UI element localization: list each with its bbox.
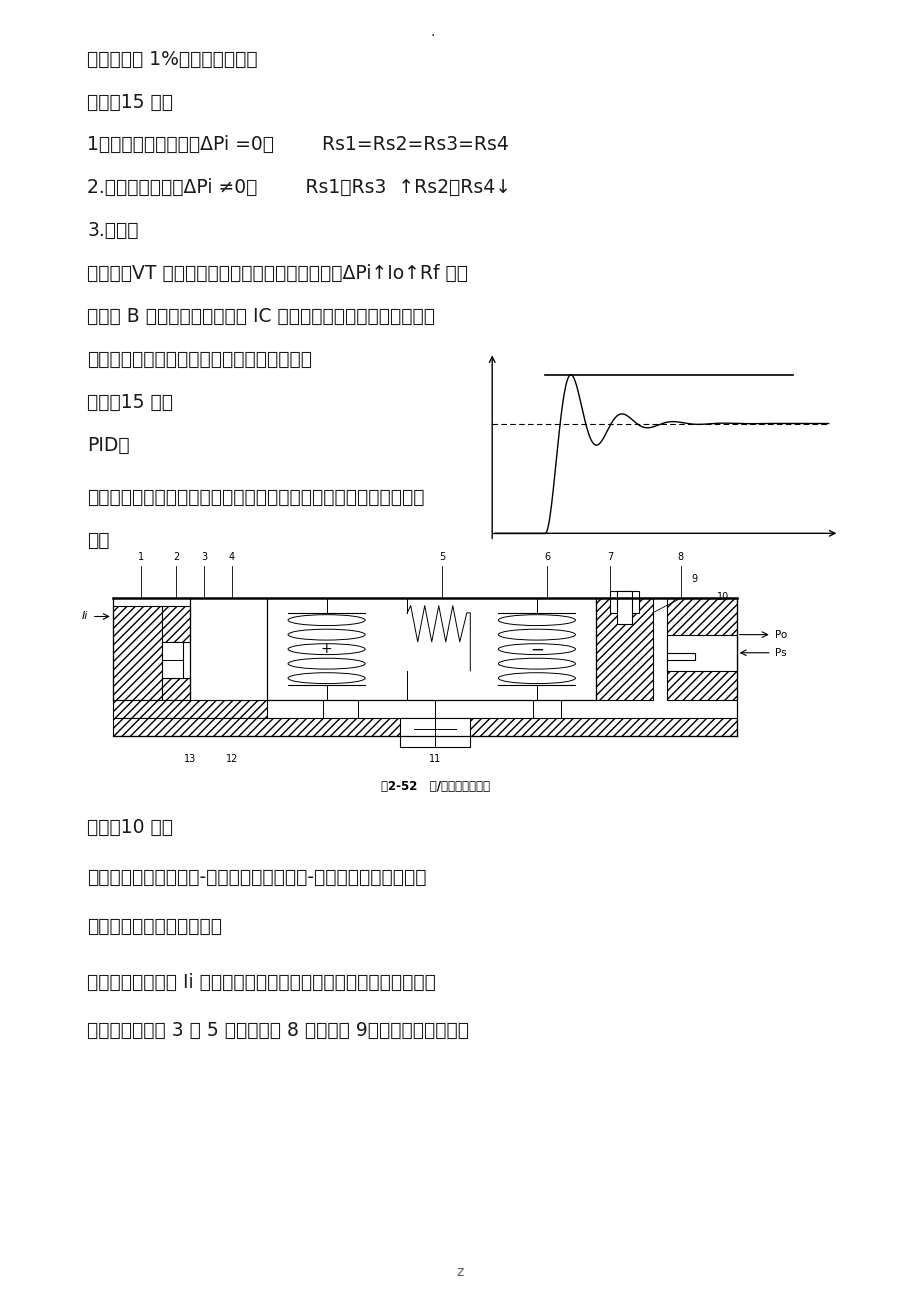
Text: 切除，大于 1%时使输出正常。: 切除，大于 1%时使输出正常。 <box>87 49 257 69</box>
Text: 13: 13 <box>184 754 196 764</box>
Text: 压降使 B 点电位降低，所以对 IC 的输入端而言，是负反应作用。: 压降使 B 点电位降低，所以对 IC 的输入端而言，是负反应作用。 <box>87 307 435 327</box>
Text: Ii: Ii <box>82 612 88 621</box>
Bar <box>113 719 736 736</box>
Text: 9: 9 <box>691 574 697 583</box>
Text: Po: Po <box>775 630 787 639</box>
Text: 12: 12 <box>225 754 238 764</box>
Text: ·: · <box>430 29 434 43</box>
Text: 产生的磁力带动 3 饶 5 转动，挡板 8 靠近喷嘴 9，使其背压升高，功: 产生的磁力带动 3 饶 5 转动，挡板 8 靠近喷嘴 9，使其背压升高，功 <box>87 1021 469 1040</box>
Bar <box>162 605 189 642</box>
Text: 图2-52   电/气转换器结构图: 图2-52 电/气转换器结构图 <box>380 780 489 793</box>
Text: 8: 8 <box>676 552 683 562</box>
Text: 7: 7 <box>607 552 613 562</box>
Text: 3.负反应: 3.负反应 <box>87 221 139 241</box>
Text: z: z <box>456 1264 463 1279</box>
Text: 1: 1 <box>138 552 143 562</box>
Text: 组成：转换器是由电流-位移转换局部，位移-气压转换局部、气动功: 组成：转换器是由电流-位移转换局部，位移-气压转换局部、气动功 <box>87 868 426 888</box>
Text: 5: 5 <box>438 552 445 562</box>
Bar <box>113 605 162 700</box>
Text: PID：: PID： <box>87 436 130 456</box>
Text: 3: 3 <box>200 552 207 562</box>
Text: 2: 2 <box>173 552 179 562</box>
Bar <box>113 700 267 719</box>
Text: 率放大局部和反应局部组成: 率放大局部和反应局部组成 <box>87 917 222 936</box>
Text: 4: 4 <box>229 552 234 562</box>
Bar <box>666 634 736 671</box>
Text: 五．（10 分）: 五．（10 分） <box>87 818 173 837</box>
Bar <box>162 642 183 678</box>
Text: 11: 11 <box>428 754 441 764</box>
Bar <box>617 591 630 624</box>
Text: 1、硅杯不受压时，（ΔPi =0）        Rs1=Rs2=Rs3=Rs4: 1、硅杯不受压时，（ΔPi =0） Rs1=Rs2=Rs3=Rs4 <box>87 135 509 155</box>
Text: 6: 6 <box>544 552 550 562</box>
Bar <box>666 599 736 700</box>
Text: −: − <box>529 641 543 658</box>
Text: 由图知：VT 的发射极电流来自电桥的一个臂，当ΔPi↑Io↑Rf 上的: 由图知：VT 的发射极电流来自电桥的一个臂，当ΔPi↑Io↑Rf 上的 <box>87 264 468 284</box>
Text: 合。: 合。 <box>87 531 109 551</box>
Bar <box>162 678 189 700</box>
Bar <box>610 591 638 613</box>
Text: +: + <box>321 642 332 656</box>
Text: 10: 10 <box>716 592 728 602</box>
Text: 三．（15 分）: 三．（15 分） <box>87 92 173 112</box>
Text: 2.硅杯受压时，（ΔPi ≠0）        Rs1、Rs3  ↑Rs2、Rs4↓: 2.硅杯受压时，（ΔPi ≠0） Rs1、Rs3 ↑Rs2、Rs4↓ <box>87 178 511 198</box>
Bar <box>596 599 652 700</box>
Text: 特点及适用场合：调节及时、无余差、适用于一些控制精度较高的场: 特点及适用场合：调节及时、无余差、适用于一些控制精度较高的场 <box>87 488 425 508</box>
Text: 工作原理：当电流 Ii 进入动圈后，产生的磁通与永久磁钢相互作用，: 工作原理：当电流 Ii 进入动圈后，产生的磁通与永久磁钢相互作用， <box>87 973 436 992</box>
Text: 四、（15 分）: 四、（15 分） <box>87 393 173 413</box>
Text: 这样就保证了变送器电路具有比例变换关系。: 这样就保证了变送器电路具有比例变换关系。 <box>87 350 312 370</box>
Bar <box>400 719 470 747</box>
Text: Ps: Ps <box>775 648 786 658</box>
